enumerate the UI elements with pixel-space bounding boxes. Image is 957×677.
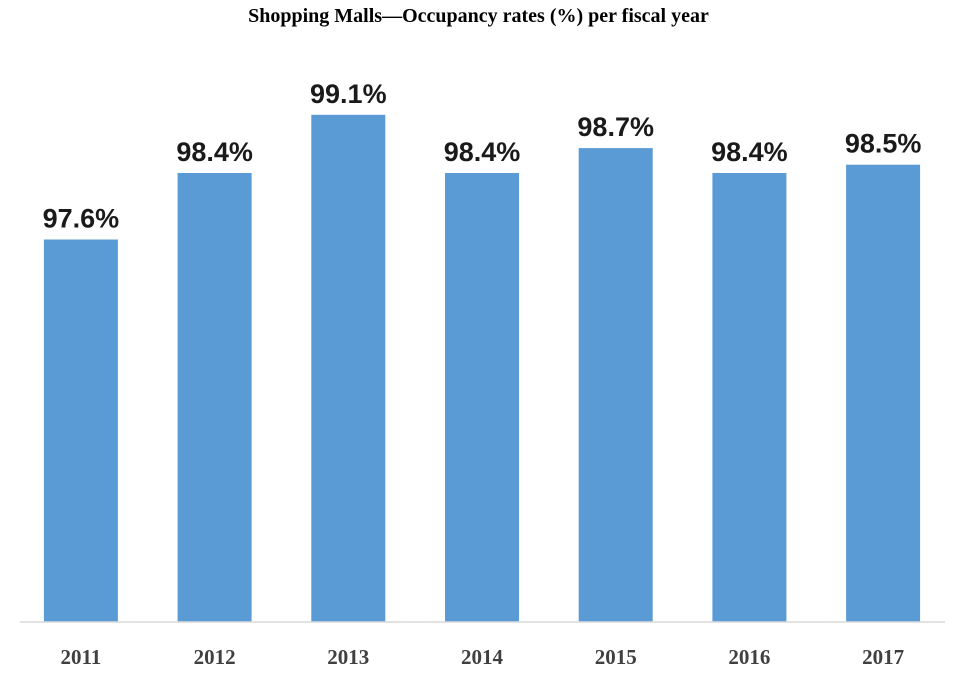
bar-2015 <box>578 148 653 622</box>
bar-2012 <box>177 173 252 622</box>
data-label-2012: 98.4% <box>176 137 253 167</box>
bars-group <box>43 114 921 623</box>
bar-2013 <box>311 114 386 623</box>
x-tick-label-2011: 2011 <box>60 645 101 669</box>
bar-2016 <box>712 173 787 622</box>
bar-2014 <box>445 173 519 622</box>
data-label-2016: 98.4% <box>711 137 788 167</box>
x-tick-label-2014: 2014 <box>461 645 504 669</box>
x-tick-label-2016: 2016 <box>728 645 770 669</box>
data-label-2011: 97.6% <box>43 204 120 234</box>
data-label-2017: 98.5% <box>845 129 922 159</box>
data-label-2014: 98.4% <box>444 137 521 167</box>
x-tick-label-2013: 2013 <box>327 645 369 669</box>
x-tick-label-2015: 2015 <box>595 645 637 669</box>
x-tick-label-2012: 2012 <box>194 645 236 669</box>
data-label-2015: 98.7% <box>577 112 654 142</box>
bar-2011 <box>43 239 118 622</box>
bar-2017 <box>846 164 921 622</box>
data-label-2013: 99.1% <box>310 79 387 109</box>
x-tick-label-2017: 2017 <box>862 645 904 669</box>
x-tick-labels-group: 2011 2012 2013 2014 2015 2016 2017 <box>60 645 904 669</box>
chart-title: Shopping Malls—Occupancy rates (%) per f… <box>248 5 709 27</box>
data-labels-group: 97.6% 98.4% 99.1% 98.4% 98.7% 98.4% 98.5% <box>43 79 922 234</box>
